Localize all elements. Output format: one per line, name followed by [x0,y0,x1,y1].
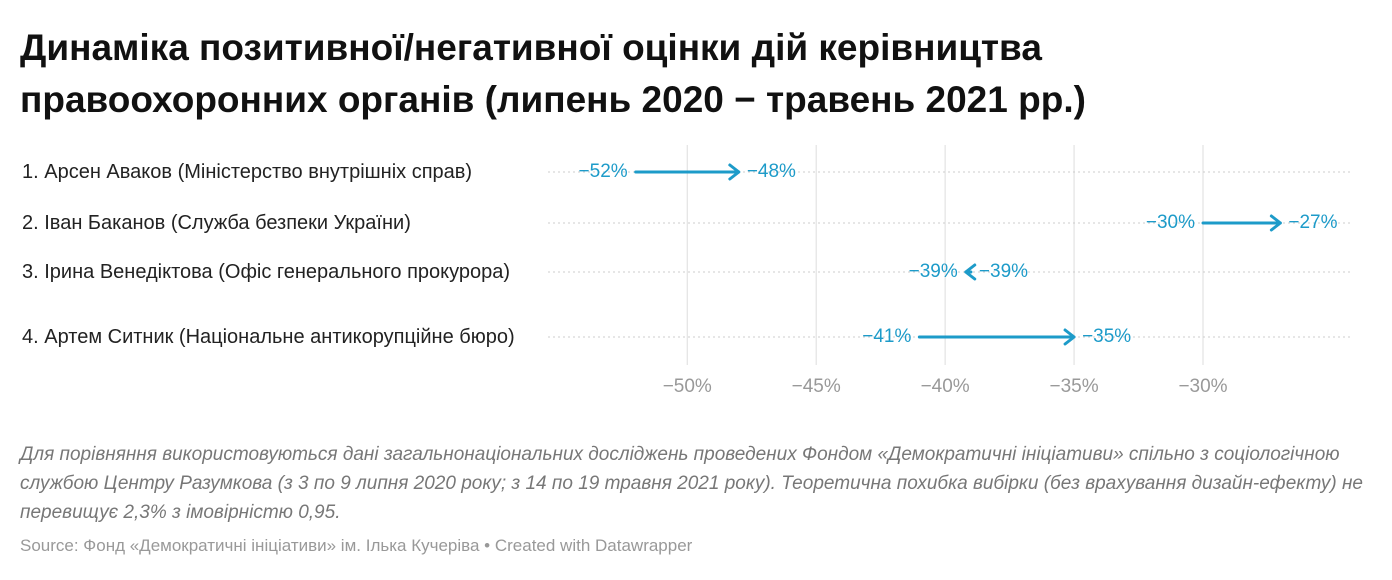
arrow [964,263,977,281]
source: Source: Фонд «Демократичні ініціативи» і… [20,536,693,555]
chart: −50% −45% −40% −35% −30% −52% −48% −30% −27% −39%… [548,145,1350,397]
x-tick-label: −30% [1178,376,1227,397]
notes: Для порівняння використовуються дані заг… [20,444,1363,523]
value-label: −52% [579,161,628,182]
category-label: 2. Іван Баканов (Служба безпеки України) [22,212,411,234]
chart-title: Динаміка позитивної/негативної оцінки ді… [20,27,1086,120]
arrow [917,328,1076,346]
category-label: 4. Артем Ситник (Національне антикорупці… [22,326,515,348]
category-label: 3. Ірина Венедіктова (Офіс генерального … [22,261,511,283]
value-label: −39% [979,261,1028,282]
arrow [1201,214,1282,232]
value-label: −30% [1146,212,1195,233]
arrow [634,163,741,181]
category-label: 1. Арсен Аваков (Міністерство внутрішніх… [22,161,473,183]
x-tick-label: −50% [663,376,712,397]
x-tick-label: −35% [1050,376,1099,397]
value-label: −41% [862,326,911,347]
value-label: −35% [1082,326,1131,347]
x-tick-label: −45% [792,376,841,397]
value-label: −48% [747,161,796,182]
x-tick-label: −40% [921,376,970,397]
value-label: −39% [909,261,958,282]
value-label: −27% [1288,212,1337,233]
